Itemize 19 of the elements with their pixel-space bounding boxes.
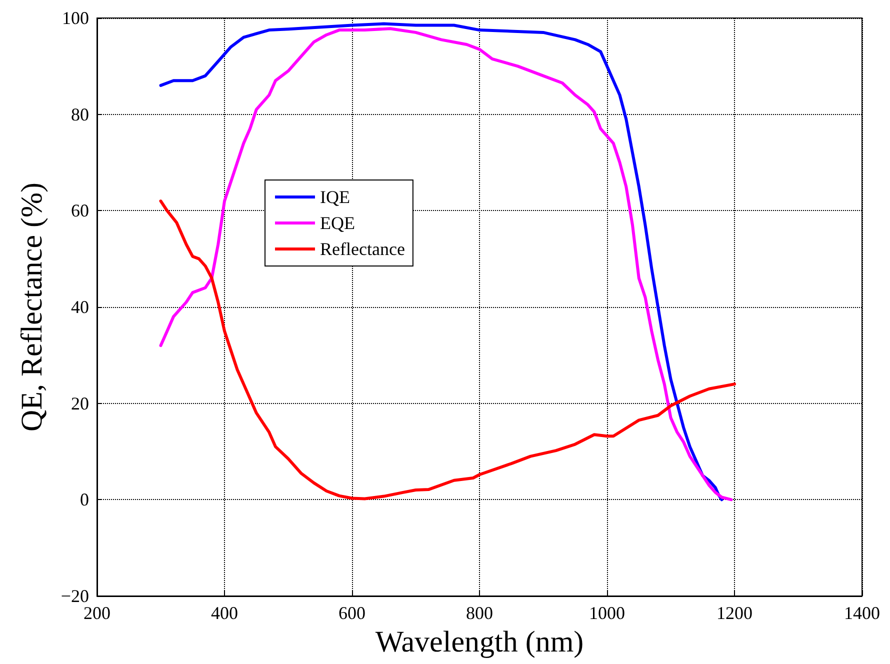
- legend-label: EQE: [320, 213, 355, 233]
- y-tick-label: 0: [80, 490, 89, 510]
- y-tick-label: −20: [60, 586, 89, 606]
- x-tick-label: 1400: [844, 603, 880, 623]
- x-tick-label: 1000: [589, 603, 625, 623]
- x-tick-label: 200: [84, 603, 110, 623]
- legend-label: IQE: [320, 187, 350, 207]
- y-tick-label: 40: [71, 297, 89, 317]
- legend-label: Reflectance: [320, 239, 405, 259]
- x-tick-label: 600: [338, 603, 366, 623]
- y-tick-label: 100: [62, 8, 89, 28]
- x-tick-label: 400: [211, 603, 238, 623]
- x-tick-label: 800: [466, 603, 493, 623]
- y-tick-label: 20: [71, 393, 89, 414]
- y-tick-label: 60: [71, 200, 89, 221]
- y-axis-title: QE, Reflectance (%): [16, 182, 48, 432]
- x-axis-title: Wavelength (nm): [375, 625, 584, 658]
- x-tick-label: 1200: [716, 603, 752, 623]
- y-tick-label: 80: [71, 104, 89, 124]
